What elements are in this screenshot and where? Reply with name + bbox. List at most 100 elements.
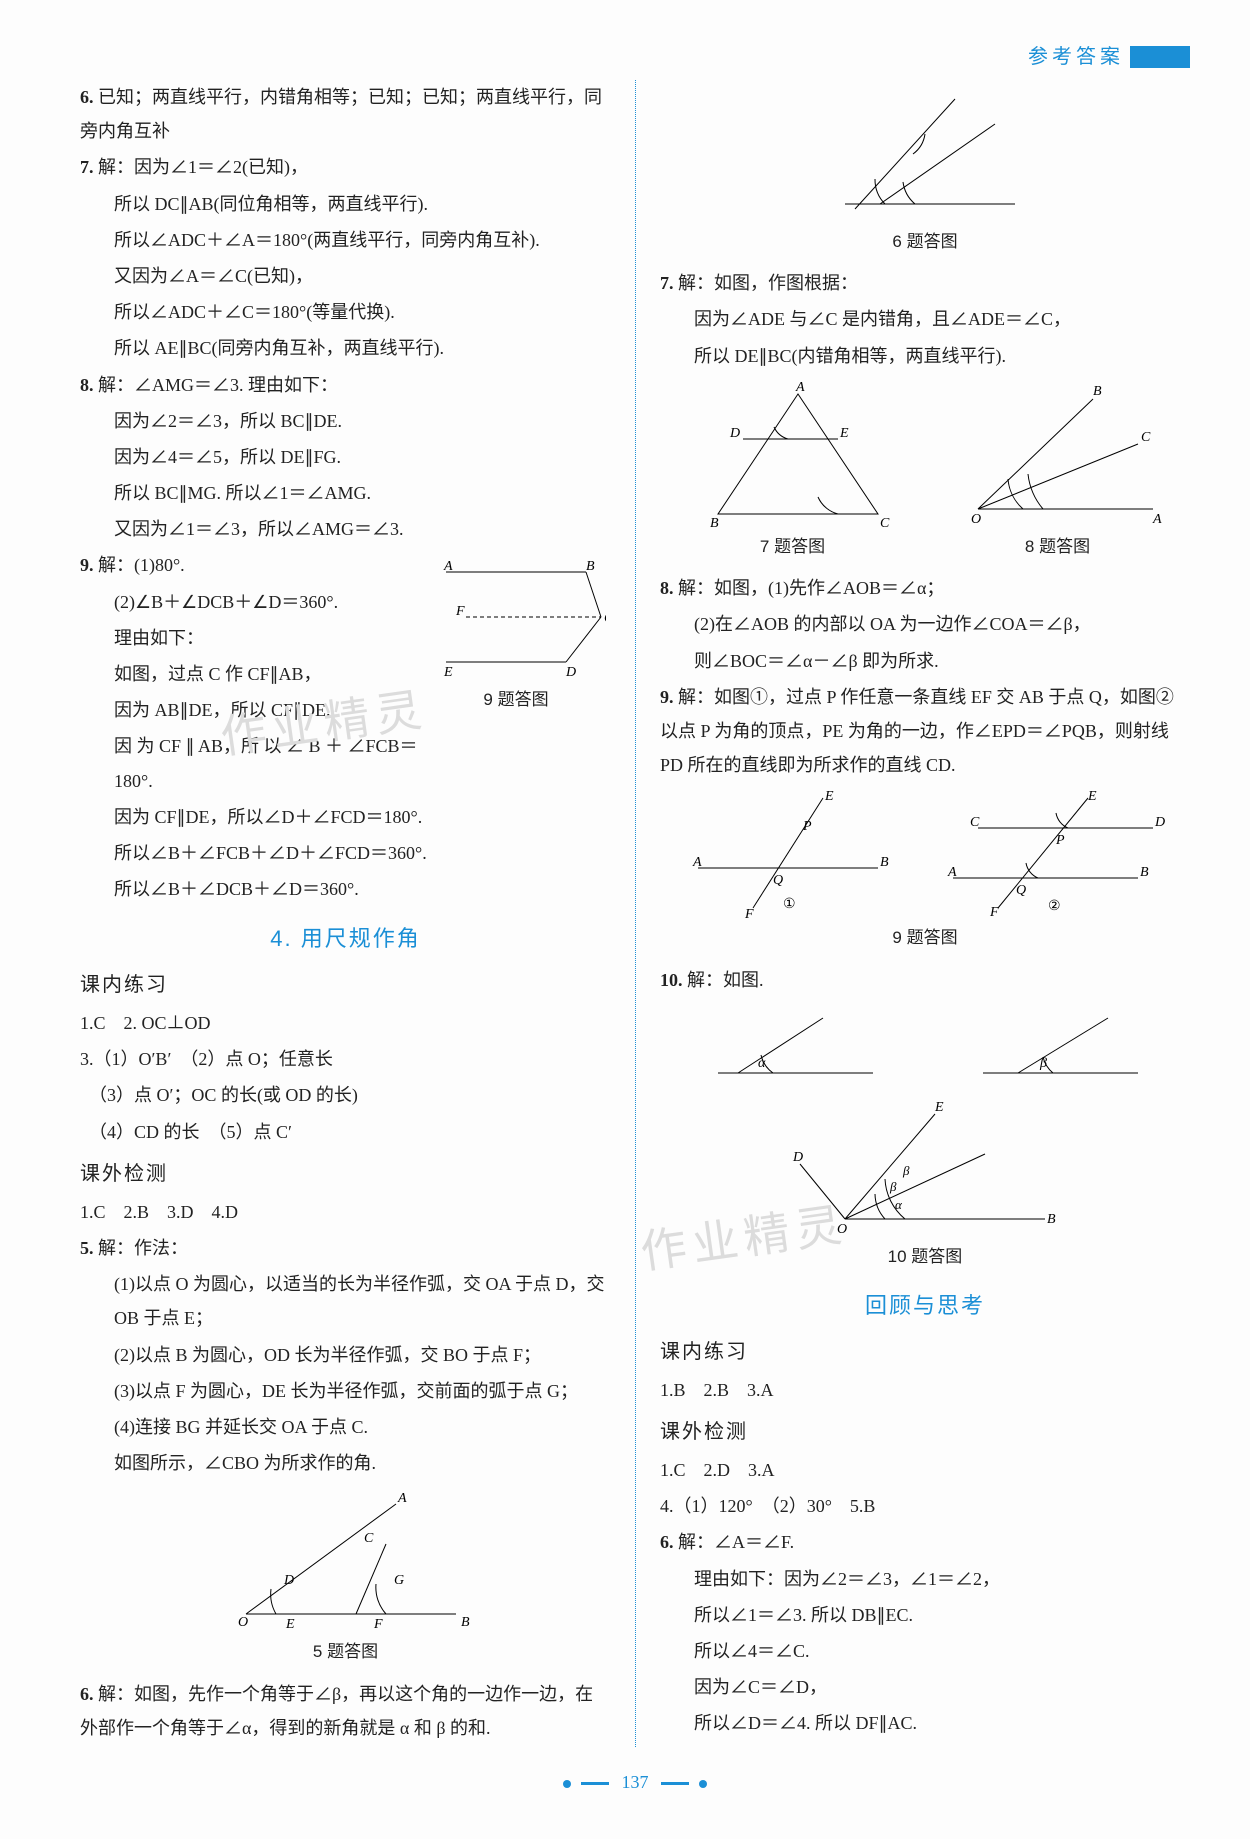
r10-head: 10. 解：如图. [660, 963, 1190, 997]
kenei-line: 3.（1）O′B′ （2）点 O；任意长 [80, 1042, 611, 1076]
fig8-caption: 8 题答图 [953, 531, 1163, 563]
svg-text:B: B [1140, 865, 1149, 880]
q9-line: 因 为 CF ∥ AB，所 以 ∠ B ＋ ∠FCB＝180°. [80, 729, 421, 797]
fig5-caption: 5 题答图 [80, 1636, 611, 1668]
q9-block: 9. 解：(1)80°. (2)∠B＋∠DCB＋∠D＝360°. 理由如下： 如… [80, 548, 611, 799]
svg-text:B: B [461, 1615, 470, 1630]
r8-head: 8. 解：如图，(1)先作∠AOB＝∠α； [660, 571, 1190, 605]
q7-line: 所以∠ADC＋∠A＝180°(两直线平行，同旁内角互补). [80, 223, 611, 257]
svg-text:F: F [455, 604, 465, 619]
svg-text:D: D [729, 426, 740, 441]
svg-text:E: E [443, 665, 453, 680]
svg-text:D: D [565, 665, 576, 680]
svg-text:O: O [238, 1615, 248, 1630]
q6b: 6. 解：如图，先作一个角等于∠β，再以这个角的一边作一边，在外部作一个角等于∠… [80, 1677, 611, 1745]
svg-text:β: β [1039, 1056, 1047, 1071]
svg-text:P: P [802, 819, 812, 834]
q5-line: (2)以点 B 为圆心，OD 长为半径作弧，交 BO 于点 F； [80, 1338, 611, 1372]
fig9r-caption: 9 题答图 [660, 922, 1190, 954]
q6: 6. 已知；两直线平行，内错角相等；已知；已知；两直线平行，同旁内角互补 [80, 80, 611, 148]
fig6-svg [825, 84, 1025, 224]
svg-text:A: A [1152, 512, 1162, 527]
q5-line: (4)连接 BG 并延长交 OA 于点 C. [80, 1410, 611, 1444]
q8-line: 因为∠2＝∠3，所以 BC∥DE. [80, 404, 611, 438]
r6-line: 所以∠D＝∠4. 所以 DF∥AC. [660, 1706, 1190, 1740]
svg-text:α: α [895, 1197, 903, 1212]
svg-text:C: C [364, 1531, 374, 1546]
left-column: 6. 已知；两直线平行，内错角相等；已知；已知；两直线平行，同旁内角互补 7. … [80, 80, 635, 1747]
fig9-svg: A B C D E F [426, 552, 606, 682]
svg-text:D: D [1154, 815, 1165, 830]
q9-line: (2)∠B＋∠DCB＋∠D＝360°. [80, 585, 421, 619]
svg-text:F: F [744, 907, 754, 918]
svg-text:E: E [1087, 789, 1097, 804]
fig7-svg: A B C D E [688, 379, 898, 529]
header-label: 参考答案 [1028, 38, 1124, 76]
svg-text:D: D [792, 1150, 803, 1165]
svg-text:B: B [1047, 1212, 1056, 1227]
q9-line: 因为 AB∥DE，所以 CF∥DE. [80, 693, 421, 727]
fig9r1-svg: A B E F P Q ① [683, 788, 893, 918]
fig10a-svg: α [703, 1003, 883, 1093]
r7-line: 因为∠ADE 与∠C 是内错角，且∠ADE＝∠C， [660, 302, 1190, 336]
kenei-line: 1.C 2. OC⊥OD [80, 1006, 611, 1040]
q5-line: (3)以点 F 为圆心，DE 长为半径作弧，交前面的弧于点 G； [80, 1374, 611, 1408]
svg-text:C: C [604, 611, 606, 626]
fig9-wrap: A B C D E F 9 题答图 [421, 548, 611, 724]
r8-line: 则∠BOC＝∠α－∠β 即为所求. [660, 644, 1190, 678]
q9-head: 9. 解：(1)80°. [80, 548, 421, 582]
svg-text:α: α [758, 1056, 766, 1071]
svg-text:O: O [837, 1222, 847, 1237]
q5-line: 如图所示，∠CBO 为所求作的角. [80, 1446, 611, 1480]
svg-text:A: A [443, 559, 453, 574]
svg-text:①: ① [783, 897, 796, 912]
right-column: 6 题答图 7. 解：如图，作图根据： 因为∠ADE 与∠C 是内错角，且∠AD… [635, 80, 1190, 1747]
q9-line: 理由如下： [80, 621, 421, 655]
page-number: 137 [622, 1772, 649, 1792]
svg-text:A: A [397, 1491, 407, 1506]
svg-text:O: O [971, 512, 981, 527]
fig9r-row: A B E F P Q ① A B C D E F P Q [660, 784, 1190, 920]
fig10c-svg: O B E D α β β [785, 1099, 1065, 1239]
q5-line: (1)以点 O 为圆心，以适当的长为半径作弧，交 OA 于点 D，交 OB 于点… [80, 1267, 611, 1335]
fig9-caption: 9 题答图 [421, 684, 611, 716]
r7-head: 7. 解：如图，作图根据： [660, 266, 1190, 300]
svg-text:C: C [970, 815, 980, 830]
q7-head: 7. 解：因为∠1＝∠2(已知)， [80, 150, 611, 184]
svg-text:E: E [285, 1617, 295, 1632]
header-tag: 参考答案 [1028, 38, 1190, 76]
fig10-row1: α β [660, 999, 1190, 1095]
svg-text:B: B [880, 855, 889, 870]
r6-head: 6. 解：∠A＝∠F. [660, 1525, 1190, 1559]
q7-line: 所以∠ADC＋∠C＝180°(等量代换). [80, 295, 611, 329]
kewai-line-r: 4.（1）120° （2）30° 5.B [660, 1489, 1190, 1523]
svg-text:A: A [795, 380, 805, 395]
svg-text:F: F [373, 1617, 383, 1632]
q8-line: 又因为∠1＝∠3，所以∠AMG＝∠3. [80, 512, 611, 546]
kewai-title: 课外检测 [80, 1155, 611, 1193]
q8-line: 所以 BC∥MG. 所以∠1＝∠AMG. [80, 476, 611, 510]
r6-line: 理由如下：因为∠2＝∠3，∠1＝∠2， [660, 1562, 1190, 1596]
svg-text:②: ② [1048, 899, 1061, 914]
fig5-svg: O A B C D E F G [216, 1484, 476, 1634]
svg-text:B: B [586, 559, 595, 574]
page-footer: 137 [80, 1765, 1190, 1799]
r7-line: 所以 DE∥BC(内错角相等，两直线平行). [660, 339, 1190, 373]
r9-head: 9. 解：如图①，过点 P 作任意一条直线 EF 交 AB 于点 Q，如图②以点… [660, 680, 1190, 783]
svg-text:β: β [889, 1179, 897, 1194]
kenei-title-r: 课内练习 [660, 1333, 1190, 1371]
q8-head: 8. 解：∠AMG＝∠3. 理由如下： [80, 368, 611, 402]
q7-line: 所以 DC∥AB(同位角相等，两直线平行). [80, 187, 611, 221]
fig10b-svg: β [968, 1003, 1148, 1093]
r6-line: 所以∠1＝∠3. 所以 DB∥EC. [660, 1598, 1190, 1632]
svg-text:Q: Q [773, 873, 783, 888]
two-column-layout: 6. 已知；两直线平行，内错角相等；已知；已知；两直线平行，同旁内角互补 7. … [80, 80, 1190, 1747]
svg-text:G: G [394, 1573, 404, 1588]
q9-line: 因为 CF∥DE，所以∠D＋∠FCD＝180°. [80, 800, 611, 834]
kenei-line-r: 1.B 2.B 3.A [660, 1373, 1190, 1407]
q8-line: 因为∠4＝∠5，所以 DE∥FG. [80, 440, 611, 474]
svg-text:A: A [947, 865, 957, 880]
section4-title: 4. 用尺规作角 [80, 918, 611, 960]
r6-line: 所以∠4＝∠C. [660, 1634, 1190, 1668]
kewai-line-r: 1.C 2.D 3.A [660, 1453, 1190, 1487]
